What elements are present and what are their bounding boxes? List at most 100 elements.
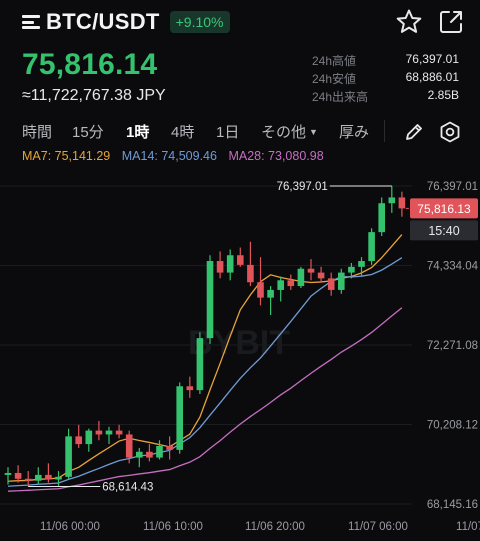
- tab-more-label: その他: [261, 123, 307, 141]
- candle-body: [55, 476, 62, 480]
- stat-label: 24h高値: [312, 54, 357, 68]
- menu-icon[interactable]: [22, 15, 40, 29]
- tab-1d[interactable]: 1日: [216, 123, 240, 141]
- candle-body: [398, 197, 406, 209]
- y-tick-label: 74,334.04: [427, 261, 479, 273]
- header-title-group: BTC/USDT +9.10%: [22, 6, 230, 38]
- candle-body: [4, 472, 12, 475]
- y-tick-label: 72,271.08: [427, 340, 478, 352]
- price-jpy: ≈11,722,767.38 JPY: [22, 87, 166, 104]
- candle-body: [317, 272, 325, 279]
- candle-body: [226, 255, 234, 273]
- x-tick-label: 11/07: [456, 521, 480, 533]
- y-tick-label: 70,208.12: [427, 420, 478, 432]
- tab-more[interactable]: その他 ▼: [261, 121, 339, 142]
- high-marker-label: 76,397.01: [277, 181, 328, 193]
- stat-value: 76,397.01: [405, 52, 459, 66]
- x-tick-label: 11/06 20:00: [245, 521, 305, 533]
- stat-volume: 24h出来高 2.85B: [312, 88, 459, 106]
- tab-15m[interactable]: 15分: [72, 123, 104, 141]
- last-price: 75,816.14: [22, 48, 158, 81]
- ma-legend: MA7: 75,141.29 MA14: 74,509.46 MA28: 73,…: [22, 149, 332, 163]
- y-tick-label: 68,145.16: [427, 499, 478, 511]
- x-tick-label: 11/06 00:00: [40, 521, 100, 533]
- candle-body: [338, 272, 345, 290]
- stats-24h: 24h高値 76,397.01 24h安値 68,886.01 24h出来高 2.85…: [312, 52, 459, 106]
- candle-body: [378, 203, 385, 233]
- y-axis: 76,397.01 74,334.04 72,271.08 70,208.12 68,1…: [427, 181, 479, 511]
- tab-depth[interactable]: 厚み: [339, 123, 370, 141]
- candle-body: [146, 451, 153, 458]
- candle-body: [14, 472, 22, 479]
- interval-tabs: 時間 15分 1時 4時 1日 その他 ▼ 厚み: [22, 118, 369, 144]
- tab-1h[interactable]: 1時: [126, 123, 150, 141]
- tabs-divider: [384, 120, 385, 142]
- candle-body: [267, 289, 274, 298]
- stat-label: 24h安値: [312, 72, 357, 86]
- ma14-line: [7, 257, 403, 487]
- ma14-label: MA14: 74,509.46: [121, 149, 217, 163]
- pencil-icon[interactable]: [403, 121, 425, 143]
- candle-body: [358, 261, 365, 267]
- stat-value: 2.85B: [427, 88, 459, 102]
- candle-body: [216, 261, 224, 273]
- candle-body: [186, 386, 194, 391]
- x-tick-label: 11/07 06:00: [348, 521, 408, 533]
- countdown-label: 15:40: [428, 224, 459, 238]
- candles: [4, 186, 406, 487]
- settings-hex-icon[interactable]: [438, 120, 462, 144]
- candle-body: [388, 197, 396, 204]
- candle-body: [277, 280, 284, 290]
- x-axis: 11/06 00:00 11/06 10:00 11/06 20:00 11/07 0…: [40, 521, 480, 533]
- candle-body: [85, 430, 93, 445]
- candle-body: [176, 386, 183, 450]
- trading-pair[interactable]: BTC/USDT: [46, 9, 160, 34]
- candle-body: [115, 430, 123, 435]
- candle-body: [35, 474, 42, 481]
- candle-body: [287, 280, 295, 287]
- candle-body: [95, 430, 103, 435]
- x-tick-label: 11/06 10:00: [143, 521, 203, 533]
- watermark: BYBIT: [188, 324, 290, 362]
- candle-body: [166, 446, 173, 450]
- stat-label: 24h出来高: [312, 90, 369, 104]
- candle-body: [297, 268, 305, 287]
- ma7-label: MA7: 75,141.29: [22, 149, 111, 163]
- candle-body: [348, 266, 355, 273]
- stat-low: 24h安値 68,886.01: [312, 70, 459, 88]
- star-icon[interactable]: [395, 8, 423, 36]
- stat-value: 68,886.01: [405, 70, 459, 84]
- candle-body: [65, 436, 72, 477]
- ma-lines: [7, 234, 403, 492]
- tab-4h[interactable]: 4時: [171, 123, 195, 141]
- chart-overlay: 76,397.01 68,614.43 75,816.13 15:40: [28, 181, 478, 493]
- candle-body: [307, 268, 315, 273]
- candle-body: [75, 436, 82, 445]
- share-icon[interactable]: [437, 8, 465, 36]
- countdown-tag: [410, 220, 478, 241]
- tab-time[interactable]: 時間: [22, 123, 53, 141]
- last-price-tag-label: 75,816.13: [417, 202, 471, 216]
- candle-body: [257, 282, 264, 298]
- candle-body: [368, 232, 375, 262]
- candle-body: [45, 474, 52, 480]
- last-price-tag: [410, 198, 478, 219]
- candle-body: [125, 434, 133, 458]
- candle-body: [105, 430, 113, 435]
- candle-body: [247, 264, 254, 283]
- candle-body: [136, 451, 143, 458]
- chevron-down-icon: ▼: [309, 126, 318, 137]
- candle-body: [327, 278, 335, 290]
- stat-high: 24h高値 76,397.01: [312, 52, 459, 70]
- ma28-label: MA28: 73,080.98: [228, 149, 324, 163]
- candle-body: [196, 338, 204, 391]
- candlestick-chart[interactable]: BYBIT 76,397.01 68,614.43 75,816.13 15:40 7…: [0, 168, 480, 541]
- change-badge: +9.10%: [169, 11, 230, 33]
- candle-body: [237, 255, 244, 265]
- low-marker-label: 68,614.43: [102, 481, 153, 493]
- candle-body: [24, 478, 32, 481]
- candle-body: [206, 261, 214, 339]
- candle-body: [156, 446, 163, 458]
- y-tick-label: 76,397.01: [427, 181, 478, 193]
- ma28-line: [7, 307, 403, 492]
